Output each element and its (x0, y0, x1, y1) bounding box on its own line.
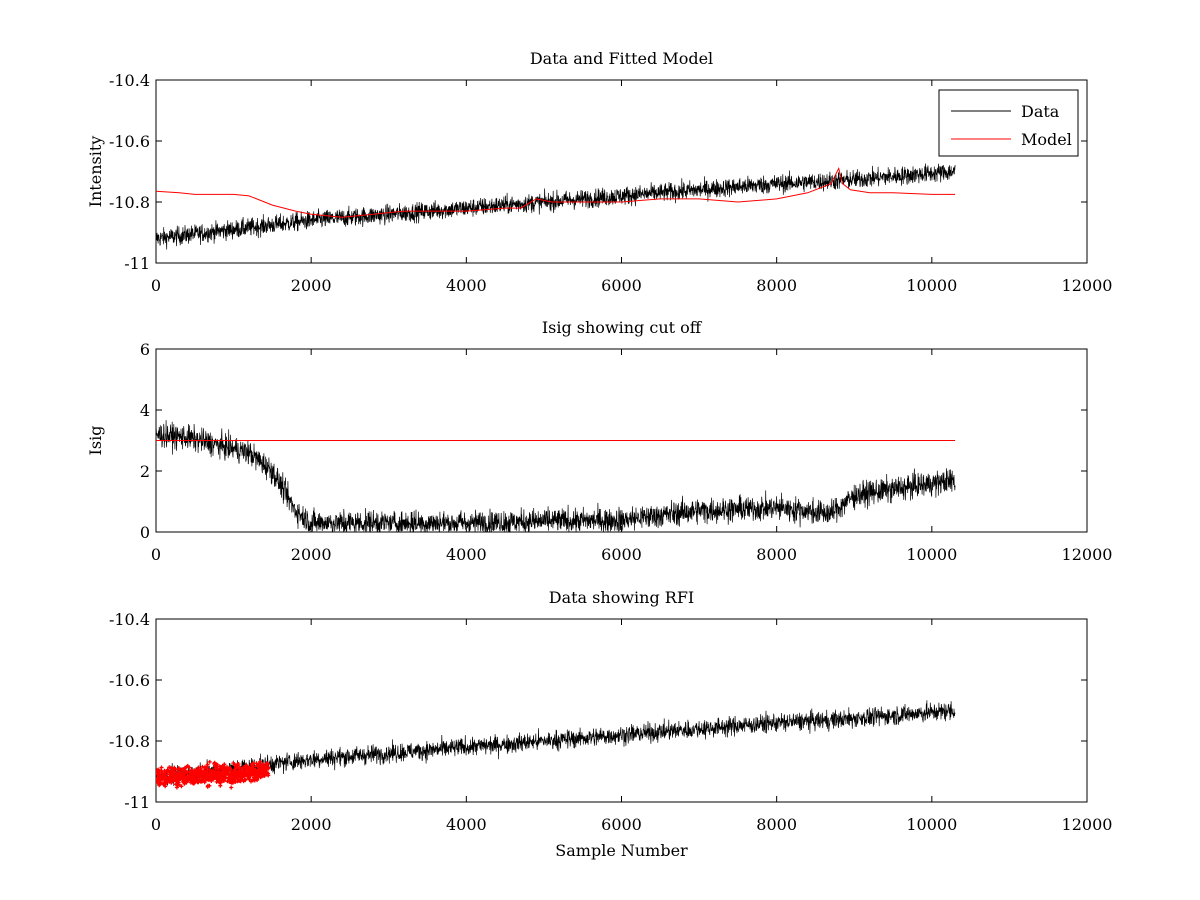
y-tick-label: -10.6 (109, 132, 150, 151)
plot-area (156, 163, 956, 250)
x-tick-label: 2000 (291, 545, 332, 564)
y-tick-label: -10.8 (109, 732, 150, 751)
x-tick-label: 10000 (906, 815, 957, 834)
x-tick-label: 6000 (601, 815, 642, 834)
x-tick-label: 12000 (1062, 545, 1113, 564)
series-isig-line (156, 420, 956, 532)
x-tick-label: 10000 (906, 545, 957, 564)
plot-area (156, 700, 956, 790)
chart-title: Data showing RFI (549, 588, 694, 607)
series-data-line (156, 163, 956, 250)
legend-box (938, 89, 1079, 157)
x-tick-label: 0 (151, 545, 161, 564)
x-tick-label: 2000 (291, 276, 332, 295)
legend-label-data: Data (1021, 102, 1060, 121)
y-tick-label: -10.4 (109, 610, 150, 629)
x-tick-label: 4000 (446, 276, 487, 295)
y-tick-label: 0 (140, 523, 150, 542)
y-tick-label: -10.4 (109, 71, 150, 90)
x-tick-label: 0 (151, 815, 161, 834)
x-tick-label: 2000 (291, 815, 332, 834)
subplot-2: 0 2000 4000 6000 8000 10000 12000 0 2 4 6 Isig show… (86, 318, 1112, 564)
y-tick-label: -11 (124, 254, 150, 273)
series-rfi-marker-path (156, 759, 271, 790)
x-tick-label: 12000 (1062, 276, 1113, 295)
y-tick-label: -10.6 (109, 671, 150, 690)
x-tick-label: 10000 (906, 276, 957, 295)
x-tick-label: 8000 (756, 545, 797, 564)
subplot-3: 0 2000 4000 6000 8000 10000 12000 -11 -10.8 -10.6… (109, 588, 1112, 860)
x-tick-label: 12000 (1062, 815, 1113, 834)
x-axis-label: Sample Number (555, 841, 688, 860)
x-tick-label: 4000 (446, 815, 487, 834)
y-axis-label: Isig (86, 426, 105, 456)
series-data-line (156, 700, 956, 787)
x-tick-label: 8000 (756, 815, 797, 834)
x-tick-label: 0 (151, 276, 161, 295)
x-tick-label: 6000 (601, 276, 642, 295)
legend: Data Model (938, 89, 1079, 157)
subplot-1: 0 2000 4000 6000 8000 10000 12000 -11 -10.8 -10.6… (86, 49, 1112, 295)
y-tick-label: -11 (124, 793, 150, 812)
chart-title: Data and Fitted Model (530, 49, 713, 68)
y-tick-label: 6 (140, 340, 150, 359)
x-tick-label: 8000 (756, 276, 797, 295)
y-axis-label: Intensity (86, 136, 105, 208)
y-tick-label: -10.8 (109, 193, 150, 212)
series-model-line (156, 166, 956, 218)
legend-label-model: Model (1021, 130, 1072, 149)
y-tick-label: 2 (140, 462, 150, 481)
x-tick-label: 4000 (446, 545, 487, 564)
chart-title: Isig showing cut off (542, 318, 703, 337)
plot-area (156, 420, 956, 532)
y-tick-label: 4 (140, 401, 150, 420)
x-tick-label: 6000 (601, 545, 642, 564)
series-rfi-markers (156, 759, 271, 790)
